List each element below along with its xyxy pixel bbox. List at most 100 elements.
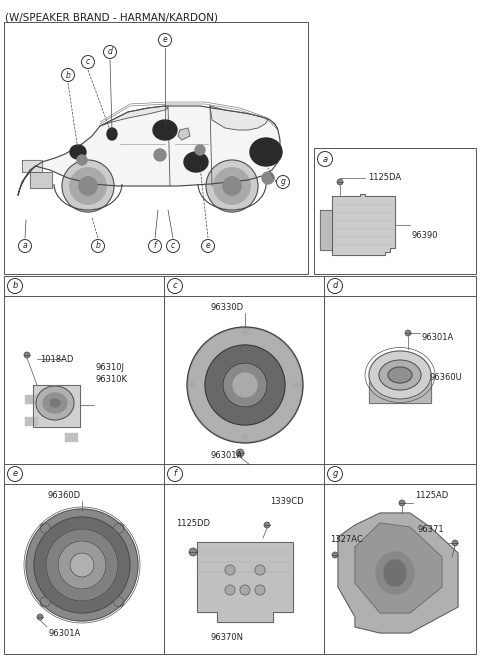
Bar bbox=[4, 22, 308, 274]
Ellipse shape bbox=[107, 128, 117, 140]
Ellipse shape bbox=[369, 351, 431, 399]
Polygon shape bbox=[355, 523, 442, 613]
Polygon shape bbox=[369, 375, 431, 403]
Bar bbox=[25, 395, 37, 403]
Text: e: e bbox=[12, 470, 18, 478]
Ellipse shape bbox=[58, 541, 106, 589]
Ellipse shape bbox=[70, 553, 94, 577]
Text: 96310K: 96310K bbox=[95, 375, 127, 384]
Polygon shape bbox=[178, 128, 190, 140]
Circle shape bbox=[242, 330, 248, 336]
Circle shape bbox=[452, 540, 458, 546]
Text: c: c bbox=[173, 281, 177, 291]
Text: 96301A: 96301A bbox=[49, 630, 81, 638]
Circle shape bbox=[8, 279, 23, 293]
Circle shape bbox=[405, 330, 411, 336]
Circle shape bbox=[317, 152, 333, 167]
Ellipse shape bbox=[195, 145, 205, 155]
Polygon shape bbox=[197, 542, 293, 622]
Circle shape bbox=[399, 500, 405, 506]
Ellipse shape bbox=[153, 120, 177, 140]
Text: 96360D: 96360D bbox=[48, 491, 81, 501]
Ellipse shape bbox=[189, 329, 301, 441]
Ellipse shape bbox=[50, 399, 60, 407]
Text: 96310J: 96310J bbox=[95, 363, 124, 373]
Circle shape bbox=[327, 279, 343, 293]
Ellipse shape bbox=[70, 145, 86, 159]
Circle shape bbox=[190, 382, 196, 388]
Circle shape bbox=[214, 168, 250, 204]
Circle shape bbox=[264, 522, 270, 528]
Ellipse shape bbox=[36, 386, 74, 420]
Circle shape bbox=[167, 239, 180, 253]
Text: 96371: 96371 bbox=[418, 525, 444, 535]
Circle shape bbox=[327, 466, 343, 482]
Circle shape bbox=[206, 160, 258, 212]
Text: f: f bbox=[154, 241, 156, 251]
Text: 96301A: 96301A bbox=[211, 451, 243, 461]
Ellipse shape bbox=[223, 363, 267, 407]
Ellipse shape bbox=[184, 152, 208, 172]
Ellipse shape bbox=[223, 363, 267, 407]
Text: b: b bbox=[12, 281, 18, 291]
Circle shape bbox=[223, 177, 241, 195]
Circle shape bbox=[24, 352, 30, 358]
Ellipse shape bbox=[205, 345, 285, 425]
Circle shape bbox=[148, 239, 161, 253]
Text: e: e bbox=[205, 241, 210, 251]
Circle shape bbox=[189, 548, 197, 556]
Ellipse shape bbox=[46, 529, 118, 601]
Text: e: e bbox=[163, 35, 168, 45]
Text: d: d bbox=[108, 47, 112, 56]
Ellipse shape bbox=[43, 393, 67, 413]
Circle shape bbox=[168, 466, 182, 482]
Circle shape bbox=[255, 565, 265, 575]
Text: g: g bbox=[281, 178, 286, 186]
Polygon shape bbox=[332, 194, 395, 255]
Text: 1339CD: 1339CD bbox=[270, 497, 304, 506]
Text: 1125DD: 1125DD bbox=[176, 520, 210, 529]
Bar bbox=[4, 276, 476, 654]
Circle shape bbox=[62, 160, 114, 212]
Text: a: a bbox=[323, 155, 327, 163]
Bar bbox=[314, 148, 476, 274]
Polygon shape bbox=[30, 172, 52, 188]
Text: c: c bbox=[171, 241, 175, 251]
Text: 96370N: 96370N bbox=[211, 634, 243, 642]
Ellipse shape bbox=[26, 509, 138, 621]
Circle shape bbox=[61, 68, 74, 81]
Circle shape bbox=[240, 585, 250, 595]
Ellipse shape bbox=[77, 155, 87, 165]
Circle shape bbox=[40, 597, 50, 607]
Text: 1125AD: 1125AD bbox=[415, 491, 448, 499]
Text: f: f bbox=[173, 470, 177, 478]
Text: 1327AC: 1327AC bbox=[330, 535, 363, 544]
Ellipse shape bbox=[379, 360, 421, 390]
Circle shape bbox=[79, 177, 97, 195]
Text: 96301A: 96301A bbox=[422, 333, 454, 342]
Circle shape bbox=[332, 552, 338, 558]
Text: (W/SPEAKER BRAND - HARMAN/KARDON): (W/SPEAKER BRAND - HARMAN/KARDON) bbox=[5, 13, 218, 23]
Text: 96360U: 96360U bbox=[430, 373, 463, 382]
Circle shape bbox=[37, 614, 43, 620]
Polygon shape bbox=[320, 210, 332, 250]
Text: b: b bbox=[66, 70, 71, 79]
Text: 1018AD: 1018AD bbox=[40, 354, 73, 363]
Circle shape bbox=[337, 179, 343, 185]
Text: c: c bbox=[86, 58, 90, 66]
Circle shape bbox=[92, 239, 105, 253]
Circle shape bbox=[82, 56, 95, 68]
Ellipse shape bbox=[154, 149, 166, 161]
Polygon shape bbox=[18, 106, 280, 195]
Circle shape bbox=[255, 585, 265, 595]
Bar bbox=[65, 433, 77, 441]
Ellipse shape bbox=[233, 373, 257, 397]
Circle shape bbox=[242, 434, 248, 440]
Bar bbox=[25, 417, 37, 425]
Circle shape bbox=[8, 466, 23, 482]
Text: b: b bbox=[96, 241, 100, 251]
Ellipse shape bbox=[262, 172, 274, 184]
Text: 96330D: 96330D bbox=[210, 304, 243, 312]
Polygon shape bbox=[33, 385, 80, 427]
Polygon shape bbox=[210, 106, 268, 130]
